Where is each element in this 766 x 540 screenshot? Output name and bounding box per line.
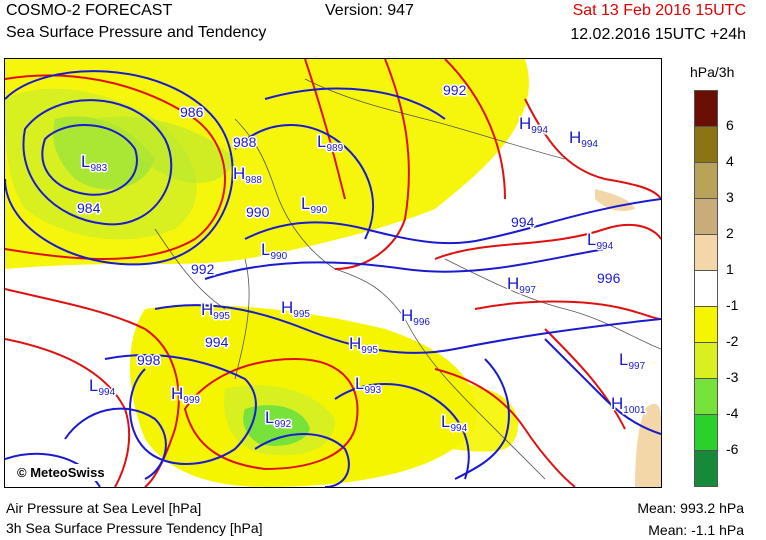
low-pressure-center: L997 xyxy=(619,350,646,372)
isobar-label: 986 xyxy=(180,104,204,120)
isobar-label: 994 xyxy=(205,334,229,350)
low-pressure-center: L992 xyxy=(265,408,292,430)
tendency-legend: hPa/3h 6 4 3 2 1 -1 -2 -3 -4 -6 xyxy=(678,62,758,492)
legend-tick-label: -3 xyxy=(726,369,739,385)
low-pressure-center: L994 xyxy=(441,412,468,434)
low-pressure-center: L990 xyxy=(301,194,328,216)
isobars xyxy=(5,70,661,487)
low-pressure-center: L994 xyxy=(89,376,116,398)
high-pressure-center: H1001 xyxy=(611,394,646,416)
high-pressure-center: H988 xyxy=(233,164,262,186)
legend-swatch xyxy=(694,126,718,163)
legend-tick-label: -6 xyxy=(726,441,739,457)
tendency-fields xyxy=(5,59,661,487)
high-pressure-center: H996 xyxy=(401,306,430,328)
isobar-label: 998 xyxy=(137,352,161,368)
legend-tick-label: 4 xyxy=(726,153,734,169)
tendency-mean: Mean: -1.1 hPa xyxy=(648,522,744,538)
isobar-label: 992 xyxy=(191,261,215,277)
legend-swatch xyxy=(694,270,718,307)
legend-swatch xyxy=(694,450,718,487)
map-labels: 986 988 992 984 990 994 996 998 992 994 L983 H988 L9… xyxy=(76,81,648,436)
legend-colorbar xyxy=(694,90,718,520)
legend-tick-label: 1 xyxy=(726,261,734,277)
legend-swatch xyxy=(694,90,718,127)
legend-swatch xyxy=(694,342,718,379)
isobar-label: 992 xyxy=(443,82,467,98)
product-title: COSMO-2 FORECAST xyxy=(6,2,173,19)
legend-swatch xyxy=(694,306,718,343)
legend-tick-label: 3 xyxy=(726,189,734,205)
legend-swatch xyxy=(694,234,718,271)
low-pressure-center: L990 xyxy=(261,240,288,262)
legend-tick-label: -4 xyxy=(726,405,739,421)
pressure-mean: Mean: 993.2 hPa xyxy=(637,500,744,516)
model-version: Version: 947 xyxy=(325,2,414,19)
high-pressure-center: H995 xyxy=(201,300,230,322)
legend-swatch xyxy=(694,378,718,415)
high-pressure-center: H994 xyxy=(519,114,548,136)
legend-tick-label: 6 xyxy=(726,117,734,133)
meteoswiss-credit: © MeteoSwiss xyxy=(13,464,109,481)
footer-pressure-label: Air Pressure at Sea Level [hPa] xyxy=(6,500,202,516)
legend-tick-label: -1 xyxy=(726,297,739,313)
high-pressure-center: H994 xyxy=(569,128,598,150)
low-pressure-center: L983 xyxy=(81,152,108,174)
isobar-label: 990 xyxy=(246,204,270,220)
legend-tick-label: 2 xyxy=(726,225,734,241)
footer-tendency-label: 3h Sea Surface Pressure Tendency [hPa] xyxy=(6,520,263,536)
isobar-label: 984 xyxy=(77,200,101,216)
high-pressure-center: H995 xyxy=(281,298,310,320)
legend-swatch xyxy=(694,414,718,451)
legend-swatch xyxy=(694,198,718,235)
forecast-map: 986 988 992 984 990 994 996 998 992 994 L983 H988 L9… xyxy=(4,58,662,488)
low-pressure-center: L994 xyxy=(587,230,614,252)
low-pressure-center: L993 xyxy=(355,374,382,396)
legend-unit: hPa/3h xyxy=(690,64,735,80)
isobar-label: 988 xyxy=(233,134,257,150)
run-time: 12.02.2016 15UTC +24h xyxy=(570,26,746,43)
map-canvas: 986 988 992 984 990 994 996 998 992 994 L983 H988 L9… xyxy=(5,59,661,487)
low-pressure-center: L989 xyxy=(317,132,344,154)
valid-date: Sat 13 Feb 2016 15UTC xyxy=(572,2,746,19)
coastlines xyxy=(154,78,661,480)
isobar-label: 994 xyxy=(511,214,535,230)
high-pressure-center: H999 xyxy=(171,384,200,406)
high-pressure-center: H997 xyxy=(507,274,536,296)
high-pressure-center: H995 xyxy=(349,334,378,356)
isobar-label: 996 xyxy=(597,270,621,286)
product-subtitle: Sea Surface Pressure and Tendency xyxy=(6,24,267,41)
legend-swatch xyxy=(694,162,718,199)
legend-tick-label: -2 xyxy=(726,333,739,349)
